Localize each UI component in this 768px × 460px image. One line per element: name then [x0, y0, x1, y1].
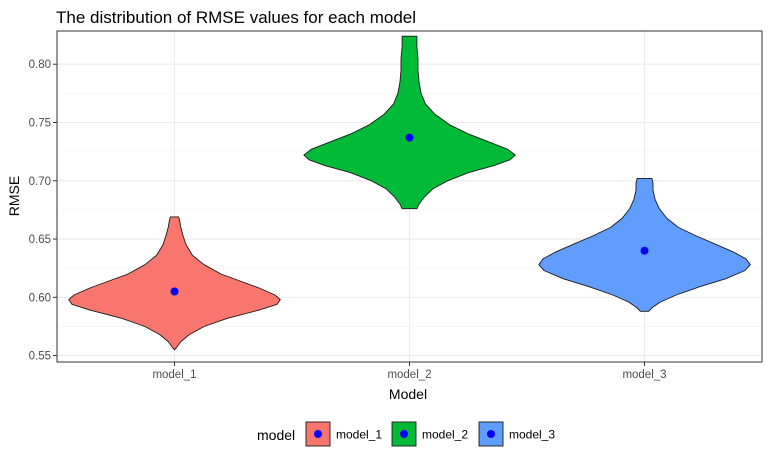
- legend-title: model: [257, 427, 295, 443]
- mean-point-model-2: [405, 133, 414, 142]
- x-tick-label: model_1: [152, 369, 196, 381]
- mean-point-model-1: [170, 287, 179, 296]
- x-axis-title: Model: [389, 386, 427, 402]
- violin-model-1: [68, 216, 281, 351]
- x-tick-label: model_3: [622, 369, 666, 381]
- x-tick-label: model_2: [387, 369, 431, 381]
- y-tick-label: 0.55: [29, 351, 51, 363]
- legend: model model_1 model_2 model_3: [257, 421, 555, 447]
- plot-panel: [56, 30, 763, 363]
- y-tick-label: 0.60: [29, 292, 51, 304]
- legend-key-model-2: [391, 421, 417, 447]
- y-tick-label: 0.80: [29, 59, 51, 71]
- x-axis: model_1 model_2 model_3: [152, 362, 667, 381]
- legend-label-model-2: model_2: [422, 428, 468, 442]
- violins: [68, 35, 751, 351]
- y-axis: 0.55 0.60 0.65 0.70 0.75 0.80: [29, 59, 57, 363]
- violin-model-2: [303, 35, 516, 210]
- mean-point-model-3: [640, 246, 649, 255]
- y-tick-label: 0.70: [29, 176, 51, 188]
- legend-label-model-1: model_1: [336, 428, 382, 442]
- legend-key-point: [314, 430, 322, 438]
- legend-key-point: [487, 430, 495, 438]
- mean-points: [170, 133, 649, 296]
- y-tick-label: 0.75: [29, 117, 51, 129]
- y-tick-label: 0.65: [29, 234, 51, 246]
- legend-keys: model_1 model_2 model_3: [305, 421, 555, 447]
- legend-label-model-3: model_3: [509, 428, 555, 442]
- y-axis-title: RMSE: [6, 176, 22, 216]
- violin-model-3: [538, 177, 751, 312]
- chart-title: The distribution of RMSE values for each…: [56, 8, 416, 27]
- legend-key-point: [400, 430, 408, 438]
